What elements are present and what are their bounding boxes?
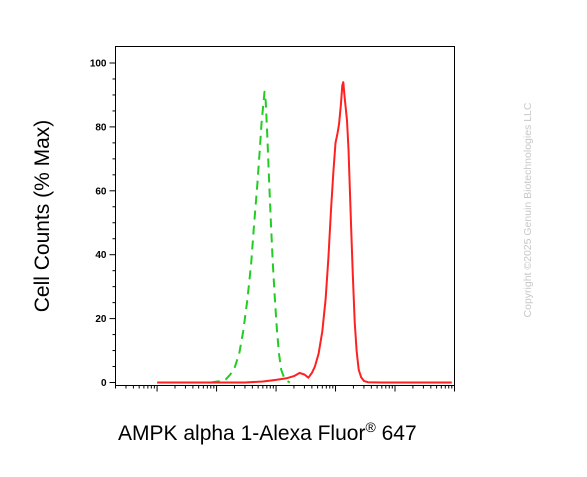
y-tick-label: 20 (95, 314, 107, 325)
y-tick-label: 100 (90, 59, 107, 70)
x-axis-title-tail: 647 (376, 422, 417, 445)
x-axis-title-main: AMPK alpha 1-Alexa Fluor (118, 422, 365, 445)
copyright-watermark: Copyright ©2025 Genuin Biotechnologies L… (522, 102, 534, 317)
registered-mark: ® (365, 419, 376, 435)
x-axis-ticks (115, 385, 455, 392)
y-axis-ticks (109, 62, 116, 383)
y-tick-label: 40 (95, 250, 107, 261)
series-layer (157, 81, 452, 384)
y-axis-title: Cell Counts (% Max) (31, 120, 54, 313)
y-tick-label: 60 (95, 186, 107, 197)
x-axis-title: AMPK alpha 1-Alexa Fluor® 647 (118, 419, 417, 445)
plot-frame (115, 46, 455, 386)
series-line-2 (157, 81, 452, 384)
series-line-1 (210, 90, 291, 384)
y-tick-label: 0 (101, 378, 107, 389)
y-tick-label: 80 (95, 122, 107, 133)
y-axis-tick-labels: 0 20 40 60 80 100 (90, 59, 107, 390)
